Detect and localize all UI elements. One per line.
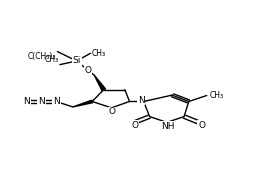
Text: O: O (84, 66, 91, 75)
Text: NH: NH (161, 122, 175, 131)
Polygon shape (73, 100, 93, 107)
Polygon shape (94, 75, 106, 90)
Text: CH₃: CH₃ (209, 91, 224, 100)
Text: C(CH₃)₃: C(CH₃)₃ (27, 52, 56, 61)
Text: O: O (108, 107, 115, 116)
Text: Si: Si (73, 57, 81, 66)
Text: CH₃: CH₃ (92, 49, 106, 58)
Text: O: O (198, 121, 205, 130)
Text: N: N (53, 97, 60, 106)
Text: N: N (38, 97, 45, 106)
Text: O: O (131, 121, 138, 130)
Text: N: N (23, 97, 30, 106)
Text: N: N (138, 96, 145, 104)
Text: CH₃: CH₃ (45, 55, 59, 64)
